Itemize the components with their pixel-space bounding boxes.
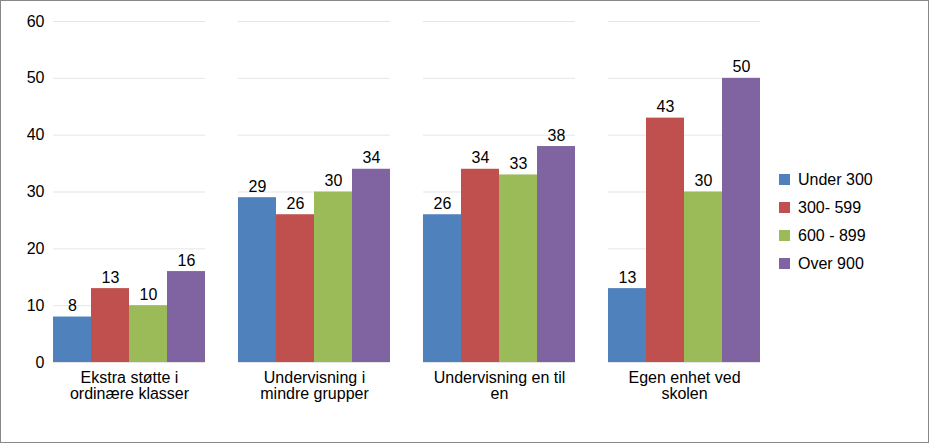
- svg-text:10: 10: [27, 297, 45, 314]
- svg-text:33: 33: [510, 155, 528, 172]
- svg-text:20: 20: [27, 240, 45, 257]
- svg-text:30: 30: [27, 183, 45, 200]
- svg-text:29: 29: [249, 178, 267, 195]
- html-text:Under 300: Under 300: [798, 170, 873, 188]
- svg-text:Undervisning imindre grupper: Undervisning imindre grupper: [260, 369, 369, 402]
- svg-text:40: 40: [27, 126, 45, 143]
- svg-text:13: 13: [102, 269, 120, 286]
- svg-text:26: 26: [434, 195, 452, 212]
- svg-text:43: 43: [657, 98, 675, 115]
- html-text:Over 900: Over 900: [798, 254, 864, 272]
- svg-text:Undervisning en tilen: Undervisning en tilen: [434, 369, 566, 402]
- svg-text:30: 30: [695, 172, 713, 189]
- html-text:600 - 899: 600 - 899: [798, 226, 866, 244]
- svg-text:10: 10: [140, 286, 158, 303]
- svg-text:50: 50: [733, 58, 751, 75]
- svg-text:38: 38: [548, 127, 566, 144]
- svg-text:16: 16: [178, 252, 196, 269]
- svg-text:50: 50: [27, 69, 45, 86]
- svg-text:0: 0: [36, 354, 45, 371]
- svg-text:8: 8: [68, 297, 77, 314]
- svg-text:26: 26: [287, 195, 305, 212]
- svg-text:34: 34: [472, 149, 490, 166]
- svg-text:13: 13: [619, 269, 637, 286]
- svg-text:34: 34: [363, 149, 381, 166]
- svg-text:Ekstra støtte iordinære klasse: Ekstra støtte iordinære klasser: [70, 369, 190, 402]
- svg-text:30: 30: [325, 172, 343, 189]
- svg-text:Egen enhet vedskolen: Egen enhet vedskolen: [628, 369, 740, 402]
- svg-text:60: 60: [27, 13, 45, 30]
- html-text:300- 599: 300- 599: [798, 198, 862, 216]
